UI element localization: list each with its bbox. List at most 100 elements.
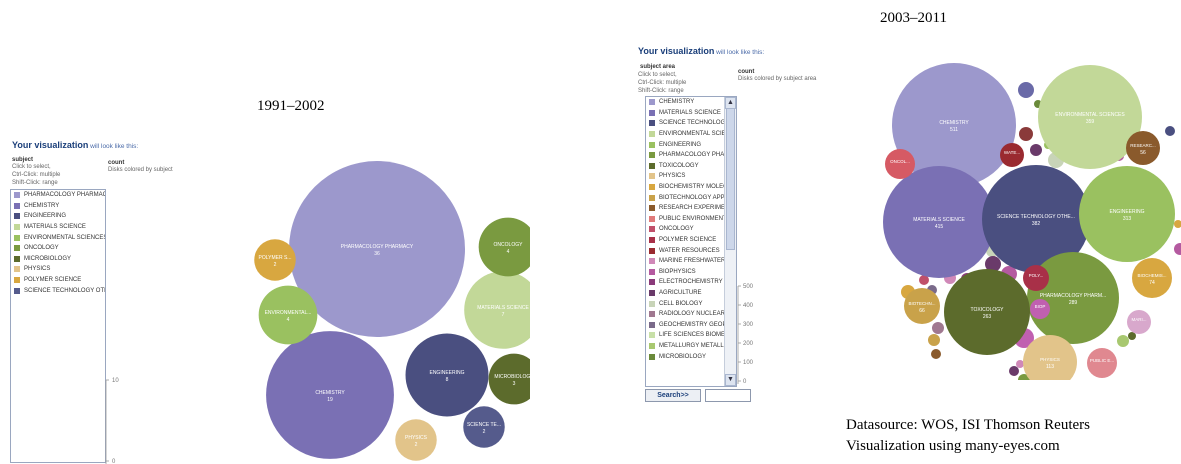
search-button[interactable]: Search>> bbox=[645, 389, 701, 402]
bubble[interactable] bbox=[1023, 335, 1077, 380]
small-bubble[interactable] bbox=[1016, 360, 1024, 368]
legend-item[interactable]: MATERIALS SCIENCE bbox=[646, 108, 724, 119]
bubble[interactable] bbox=[254, 239, 296, 281]
legend-item[interactable]: CHEMISTRY bbox=[646, 97, 724, 108]
bubble[interactable] bbox=[1000, 143, 1024, 167]
legend-item[interactable]: ENGINEERING bbox=[646, 139, 724, 150]
bubble[interactable] bbox=[1030, 299, 1050, 319]
bubble-label: WATE... bbox=[1004, 150, 1020, 155]
small-bubble[interactable] bbox=[1117, 335, 1129, 347]
bubble[interactable] bbox=[289, 161, 465, 337]
small-bubble[interactable] bbox=[985, 256, 1001, 272]
legend-item[interactable]: ENGINEERING bbox=[11, 211, 105, 222]
bubble[interactable] bbox=[405, 333, 489, 417]
small-bubble[interactable] bbox=[1030, 144, 1042, 156]
legend-item[interactable]: ENVIRONMENTAL SCIENCE bbox=[646, 129, 736, 140]
legend-item[interactable]: MARINE FRESHWATER BIO bbox=[646, 256, 736, 267]
bubble-value: 511 bbox=[950, 127, 958, 133]
legend-item[interactable]: TOXICOLOGY bbox=[646, 161, 724, 172]
legend-item[interactable]: MICROBIOLOGY bbox=[646, 351, 724, 362]
small-bubble[interactable] bbox=[1018, 82, 1034, 98]
bubble[interactable] bbox=[904, 288, 940, 324]
bubble[interactable] bbox=[478, 217, 530, 277]
bubble[interactable] bbox=[488, 353, 530, 405]
legend-item[interactable]: CHEMISTRY bbox=[11, 201, 105, 212]
small-bubble[interactable] bbox=[1128, 332, 1136, 340]
bubble[interactable] bbox=[1127, 310, 1151, 334]
small-bubble[interactable] bbox=[919, 275, 929, 285]
legend-item[interactable]: BIOTECHNOLOGY APPLIED bbox=[646, 192, 736, 203]
bubble[interactable] bbox=[395, 419, 437, 461]
bubble[interactable] bbox=[258, 285, 318, 345]
legend-item[interactable]: ELECTROCHEMISTRY bbox=[646, 277, 724, 288]
bubble[interactable] bbox=[883, 166, 995, 278]
legend-item[interactable]: POLYMER SCIENCE bbox=[11, 275, 105, 286]
bubble[interactable] bbox=[1027, 252, 1119, 344]
legend-item[interactable]: WATER RESOURCES bbox=[646, 245, 724, 256]
legend-item[interactable]: RADIOLOGY NUCLEAR MED bbox=[646, 309, 736, 320]
bubble[interactable] bbox=[1087, 348, 1117, 378]
small-bubble[interactable] bbox=[1174, 243, 1181, 255]
legend-label: GEOCHEMISTRY GEOPHYSI bbox=[659, 321, 737, 328]
legend-label: RESEARCH EXPERIMENTAL bbox=[659, 205, 737, 212]
legend-item[interactable]: ONCOLOGY bbox=[11, 243, 105, 254]
bubble[interactable] bbox=[266, 331, 394, 459]
legend-item[interactable]: ENVIRONMENTAL SCIENCES EC bbox=[11, 232, 105, 243]
bubble[interactable] bbox=[1132, 258, 1172, 298]
small-bubble[interactable] bbox=[1174, 220, 1181, 228]
bubble-label: CHEMISTRY bbox=[939, 120, 969, 126]
legend-item[interactable]: LIFE SCIENCES BIOMEDICII bbox=[646, 330, 736, 341]
bubble[interactable] bbox=[944, 269, 1030, 355]
right-period-label: 2003–2011 bbox=[880, 10, 947, 26]
legend-swatch bbox=[649, 120, 655, 127]
legend-item[interactable]: METALLURGY METALLURGI bbox=[646, 341, 736, 352]
legend-item[interactable]: AGRICULTURE bbox=[646, 288, 724, 299]
legend-item[interactable]: CELL BIOLOGY bbox=[646, 298, 724, 309]
right-legend-list[interactable]: CHEMISTRY MATERIALS SCIENCE SCIENCE TECHNO… bbox=[645, 96, 737, 387]
small-bubble[interactable] bbox=[928, 334, 940, 346]
legend-item[interactable]: PUBLIC ENVIRONMENTAL C bbox=[646, 214, 736, 225]
legend-item[interactable]: RESEARCH EXPERIMENTAL bbox=[646, 203, 736, 214]
legend-swatch bbox=[649, 268, 655, 275]
small-bubble[interactable] bbox=[1165, 126, 1175, 136]
right-legend-scrollbar[interactable]: ▲ ▼ bbox=[724, 97, 736, 386]
legend-item[interactable]: PHARMACOLOGY PHARMA bbox=[646, 150, 736, 161]
bubble[interactable] bbox=[464, 271, 530, 349]
legend-item[interactable]: SCIENCE TECHNOLOGY OTI bbox=[646, 118, 736, 129]
small-bubble[interactable] bbox=[1019, 127, 1033, 141]
search-input[interactable] bbox=[705, 389, 751, 402]
left-legend-list[interactable]: PHARMACOLOGY PHARMACY CHEMISTRY ENGINEERIN… bbox=[10, 189, 106, 463]
left-count-label: count bbox=[108, 160, 125, 166]
legend-item[interactable]: BIOPHYSICS bbox=[646, 267, 724, 278]
legend-item[interactable]: BIOCHEMISTRY MOLECULA bbox=[646, 182, 736, 193]
small-bubble[interactable] bbox=[931, 349, 941, 359]
bubble[interactable] bbox=[1079, 166, 1175, 262]
bubble[interactable] bbox=[885, 149, 915, 179]
legend-item[interactable]: MATERIALS SCIENCE bbox=[11, 222, 105, 233]
left-subject-label: subject bbox=[12, 157, 34, 163]
legend-item[interactable]: PHYSICS bbox=[646, 171, 724, 182]
small-bubble[interactable] bbox=[1009, 366, 1019, 376]
legend-item[interactable]: ONCOLOGY bbox=[646, 224, 724, 235]
bubble[interactable] bbox=[1038, 65, 1142, 169]
legend-item[interactable]: POLYMER SCIENCE bbox=[646, 235, 724, 246]
legend-item[interactable]: PHARMACOLOGY PHARMACY bbox=[11, 190, 105, 201]
legend-item[interactable]: SCIENCE TECHNOLOGY OTHER bbox=[11, 285, 105, 296]
bubble[interactable] bbox=[1023, 265, 1049, 291]
scroll-down-button[interactable]: ▼ bbox=[725, 374, 736, 386]
bubble-value: 382 bbox=[1032, 221, 1041, 227]
bubble[interactable] bbox=[463, 406, 505, 448]
legend-swatch bbox=[14, 266, 20, 273]
legend-item[interactable]: MICROBIOLOGY bbox=[11, 254, 105, 265]
bubble[interactable] bbox=[982, 165, 1090, 273]
bubble-value: 2 bbox=[415, 442, 418, 448]
right-size-tick-200: 200 bbox=[743, 341, 754, 347]
bubble[interactable] bbox=[1126, 131, 1160, 165]
legend-item[interactable]: GEOCHEMISTRY GEOPHYSI bbox=[646, 319, 736, 330]
legend-item[interactable]: PHYSICS bbox=[11, 264, 105, 275]
left-title-bold: Your visualization bbox=[12, 140, 89, 150]
bubble[interactable] bbox=[892, 63, 1016, 187]
small-bubble[interactable] bbox=[932, 322, 944, 334]
scroll-thumb[interactable] bbox=[726, 108, 735, 250]
